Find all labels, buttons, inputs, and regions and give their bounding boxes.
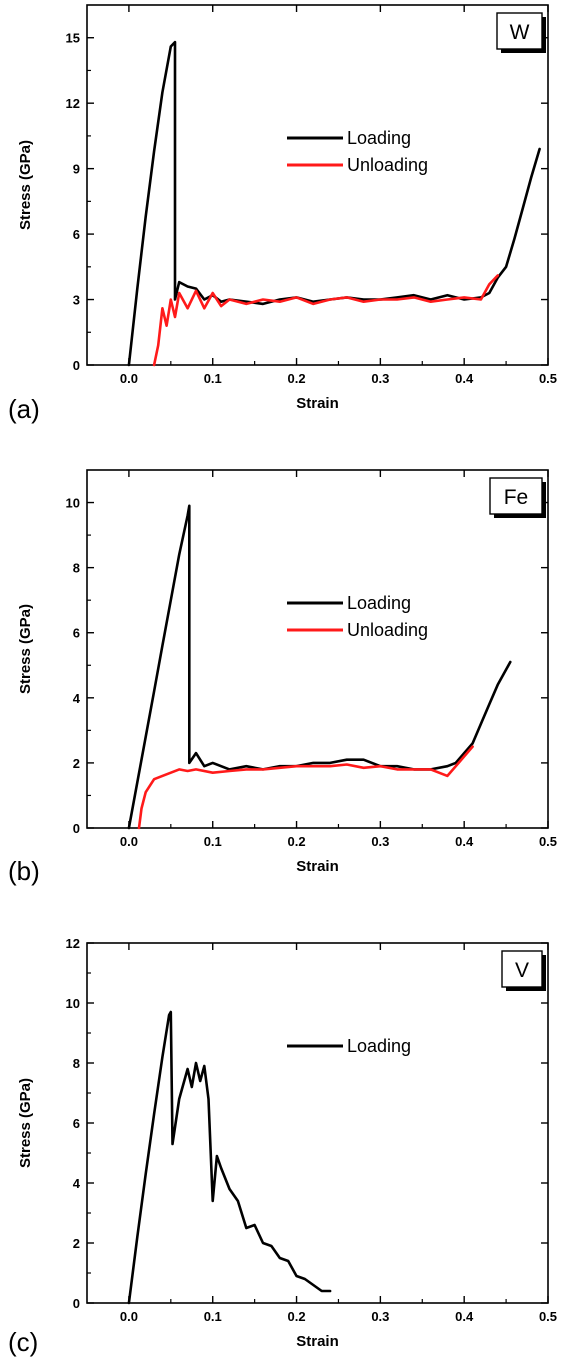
x-tick-label: 0.5 (539, 834, 557, 849)
x-tick-label: 0.5 (539, 1309, 557, 1324)
material-box (501, 950, 543, 988)
x-tick-label: 0.3 (371, 371, 389, 386)
material-label: V (515, 959, 529, 982)
x-tick-label: 0.1 (204, 834, 222, 849)
series-line-loading (127, 504, 512, 830)
x-tick-label: 0.4 (455, 371, 474, 386)
chart-panel-3: 0.0 0.1 0.2 0.3 0.4 0.5 0 2 4 6 8 10 12 Strain Stress … (8, 936, 557, 1357)
x-tick-label: 0.0 (120, 1309, 138, 1324)
x-tick-label: 0.5 (539, 371, 557, 386)
legend-label-unloading: Unloading (347, 155, 428, 175)
x-tick-label: 0.4 (455, 834, 474, 849)
plot-frame (86, 942, 549, 1304)
x-tick-label: 0.3 (371, 1309, 389, 1324)
x-axis-title: Strain (296, 858, 339, 875)
y-axis-title: Stress (GPa) (17, 604, 34, 694)
legend-label-loading: Loading (347, 1036, 411, 1056)
y-tick-label: 15 (66, 31, 80, 46)
y-tick-label: 12 (66, 96, 80, 111)
series-line-loading (127, 40, 541, 367)
y-tick-label: 10 (66, 996, 80, 1011)
y-tick-label: 3 (73, 293, 80, 308)
x-tick-label: 0.3 (371, 834, 389, 849)
y-tick-label: 12 (66, 936, 80, 951)
x-tick-label: 0.1 (204, 371, 222, 386)
panel-label: (a) (8, 394, 40, 424)
material-box (489, 477, 543, 515)
plot-frame (86, 4, 549, 366)
y-tick-label: 0 (73, 821, 80, 836)
legend-label-unloading: Unloading (347, 620, 428, 640)
chart-panel-2: 0.0 0.1 0.2 0.3 0.4 0.5 0 2 4 6 8 10 Strain Stress (G… (8, 469, 557, 886)
plot-frame (86, 469, 549, 829)
y-tick-label: 8 (73, 1056, 80, 1071)
y-tick-label: 8 (73, 561, 80, 576)
y-axis-title: Stress (GPa) (17, 140, 34, 230)
y-tick-label: 2 (73, 1236, 80, 1251)
material-box (496, 12, 543, 50)
x-tick-label: 0.4 (455, 1309, 474, 1324)
material-label: W (510, 21, 530, 44)
y-tick-label: 0 (73, 1296, 80, 1311)
y-tick-label: 4 (73, 1176, 81, 1191)
panel-label: (b) (8, 856, 40, 886)
x-tick-label: 0.0 (120, 834, 138, 849)
y-tick-label: 6 (73, 626, 80, 641)
y-tick-label: 0 (73, 358, 80, 373)
material-label: Fe (504, 486, 529, 509)
chart-panel-1: 0.0 0.1 0.2 0.3 0.4 0.5 0 3 6 9 12 15 Strain Stress (… (8, 4, 557, 424)
y-tick-label: 6 (73, 1116, 80, 1131)
y-tick-label: 9 (73, 162, 80, 177)
x-tick-label: 0.2 (288, 834, 306, 849)
panel-label: (c) (8, 1327, 38, 1357)
x-tick-label: 0.0 (120, 371, 138, 386)
series-line-unloading (152, 274, 500, 367)
y-tick-label: 10 (66, 496, 80, 511)
y-axis-title: Stress (GPa) (17, 1078, 34, 1168)
series-line-loading (127, 1010, 332, 1305)
x-axis-title: Strain (296, 395, 339, 412)
y-tick-label: 2 (73, 756, 80, 771)
y-tick-label: 4 (73, 691, 81, 706)
series-line-unloading (137, 745, 474, 830)
legend-label-loading: Loading (347, 128, 411, 148)
x-tick-label: 0.2 (288, 1309, 306, 1324)
y-tick-label: 6 (73, 227, 80, 242)
legend-label-loading: Loading (347, 593, 411, 613)
x-tick-label: 0.1 (204, 1309, 222, 1324)
x-axis-title: Strain (296, 1333, 339, 1350)
x-tick-label: 0.2 (288, 371, 306, 386)
